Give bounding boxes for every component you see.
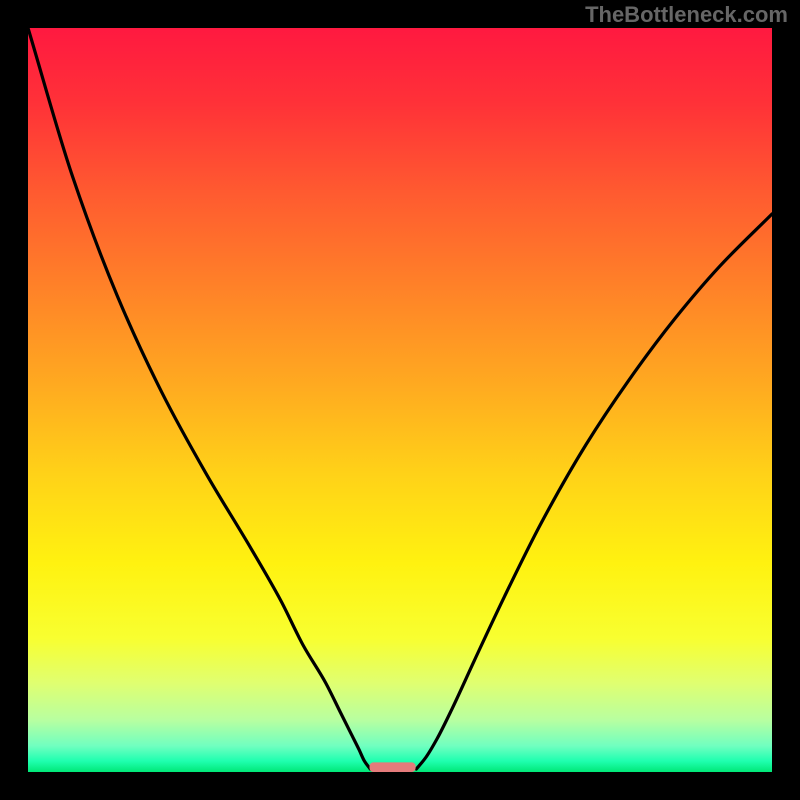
bottleneck-marker [369, 762, 415, 772]
chart-canvas [0, 0, 800, 800]
bottleneck-chart: TheBottleneck.com [0, 0, 800, 800]
watermark-text: TheBottleneck.com [585, 2, 788, 28]
plot-background [28, 28, 772, 772]
